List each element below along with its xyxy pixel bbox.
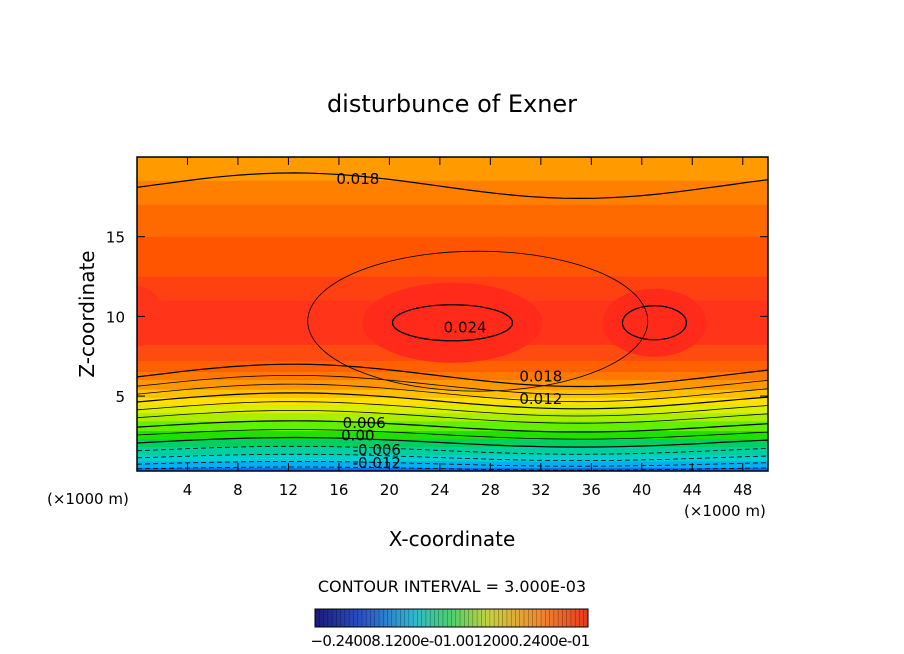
contour-lines (137, 172, 768, 471)
contour-line (137, 460, 768, 467)
color-band (137, 405, 768, 414)
color-band (137, 236, 768, 277)
contour-line (137, 436, 768, 448)
contour-label: 0.024 (444, 318, 487, 336)
contour-label: 0.018 (336, 170, 379, 188)
x-axis-ticks: 4 8 12 16 20 24 28 32 36 40 44 48 (183, 157, 752, 499)
maximum-region (602, 288, 707, 357)
contour-label: 0.018 (519, 368, 562, 386)
contour-line (137, 466, 768, 471)
contour-line (391, 304, 514, 342)
x-axis-label: X-coordinate (389, 527, 516, 551)
y-tick-label: 10 (106, 308, 125, 326)
x-tick-label: 28 (481, 481, 500, 499)
colorbar-labels: −0.24008.1200e-01.0012000.2400e-01 (310, 632, 589, 650)
color-bands (137, 157, 768, 471)
color-band (137, 180, 768, 205)
x-tick-label: 16 (329, 481, 348, 499)
maximum-region (362, 282, 543, 363)
contour-label: 0.00 (341, 427, 374, 445)
plot-area (137, 157, 768, 471)
x-tick-label: 8 (233, 481, 243, 499)
x-unit-label-left: (×1000 m) (47, 490, 129, 508)
contour-label: 0.012 (519, 390, 562, 408)
colorbar-ticks (314, 609, 589, 627)
color-band (137, 421, 768, 432)
x-tick-label: 20 (380, 481, 399, 499)
x-tick-label: 40 (632, 481, 651, 499)
contour-label: -0.012 (353, 454, 401, 472)
x-tick-label: 12 (279, 481, 298, 499)
x-tick-label: 44 (683, 481, 702, 499)
y-axis-label: Z-coordinate (75, 250, 99, 377)
color-band (137, 461, 768, 468)
contour-line (137, 429, 768, 440)
contour-line (137, 420, 768, 433)
contour-line (137, 409, 768, 424)
color-band (137, 372, 768, 381)
contour-label-group: 0.018 0.024 0.018 0.012 0.0060.00-0.006-0.01… (336, 170, 562, 472)
color-band (137, 361, 768, 373)
color-band (137, 204, 768, 237)
contour-line (137, 172, 768, 200)
y-tick-label: 5 (115, 388, 125, 406)
contour-line (307, 250, 649, 392)
color-band (137, 397, 768, 406)
contour-interval-text: CONTOUR INTERVAL = 3.000E-03 (318, 577, 586, 596)
color-band (137, 467, 768, 471)
x-tick-label: 32 (531, 481, 550, 499)
contour-line (137, 363, 768, 388)
contour-line (137, 374, 768, 395)
x-tick-label: 4 (183, 481, 193, 499)
color-band (137, 157, 768, 181)
x-tick-label: 48 (733, 481, 752, 499)
contour-label: -0.006 (353, 441, 401, 459)
contour-label: 0.006 (343, 414, 386, 432)
chart-title: disturbunce of Exner (327, 90, 577, 118)
maximum-region (137, 286, 163, 347)
color-band (137, 380, 768, 390)
x-tick-label: 36 (582, 481, 601, 499)
x-tick-label: 24 (430, 481, 449, 499)
y-axis-ticks: 5 10 15 (106, 229, 768, 406)
contour-line (137, 401, 768, 417)
contour-line (137, 453, 768, 461)
x-unit-label-right: (×1000 m) (684, 502, 766, 520)
plot-frame (136, 156, 769, 472)
contour-line (137, 392, 768, 410)
contour-line (621, 305, 688, 341)
y-tick-label: 15 (106, 229, 125, 247)
contour-line (137, 445, 768, 455)
contour-line (137, 383, 768, 403)
color-band (137, 389, 768, 398)
